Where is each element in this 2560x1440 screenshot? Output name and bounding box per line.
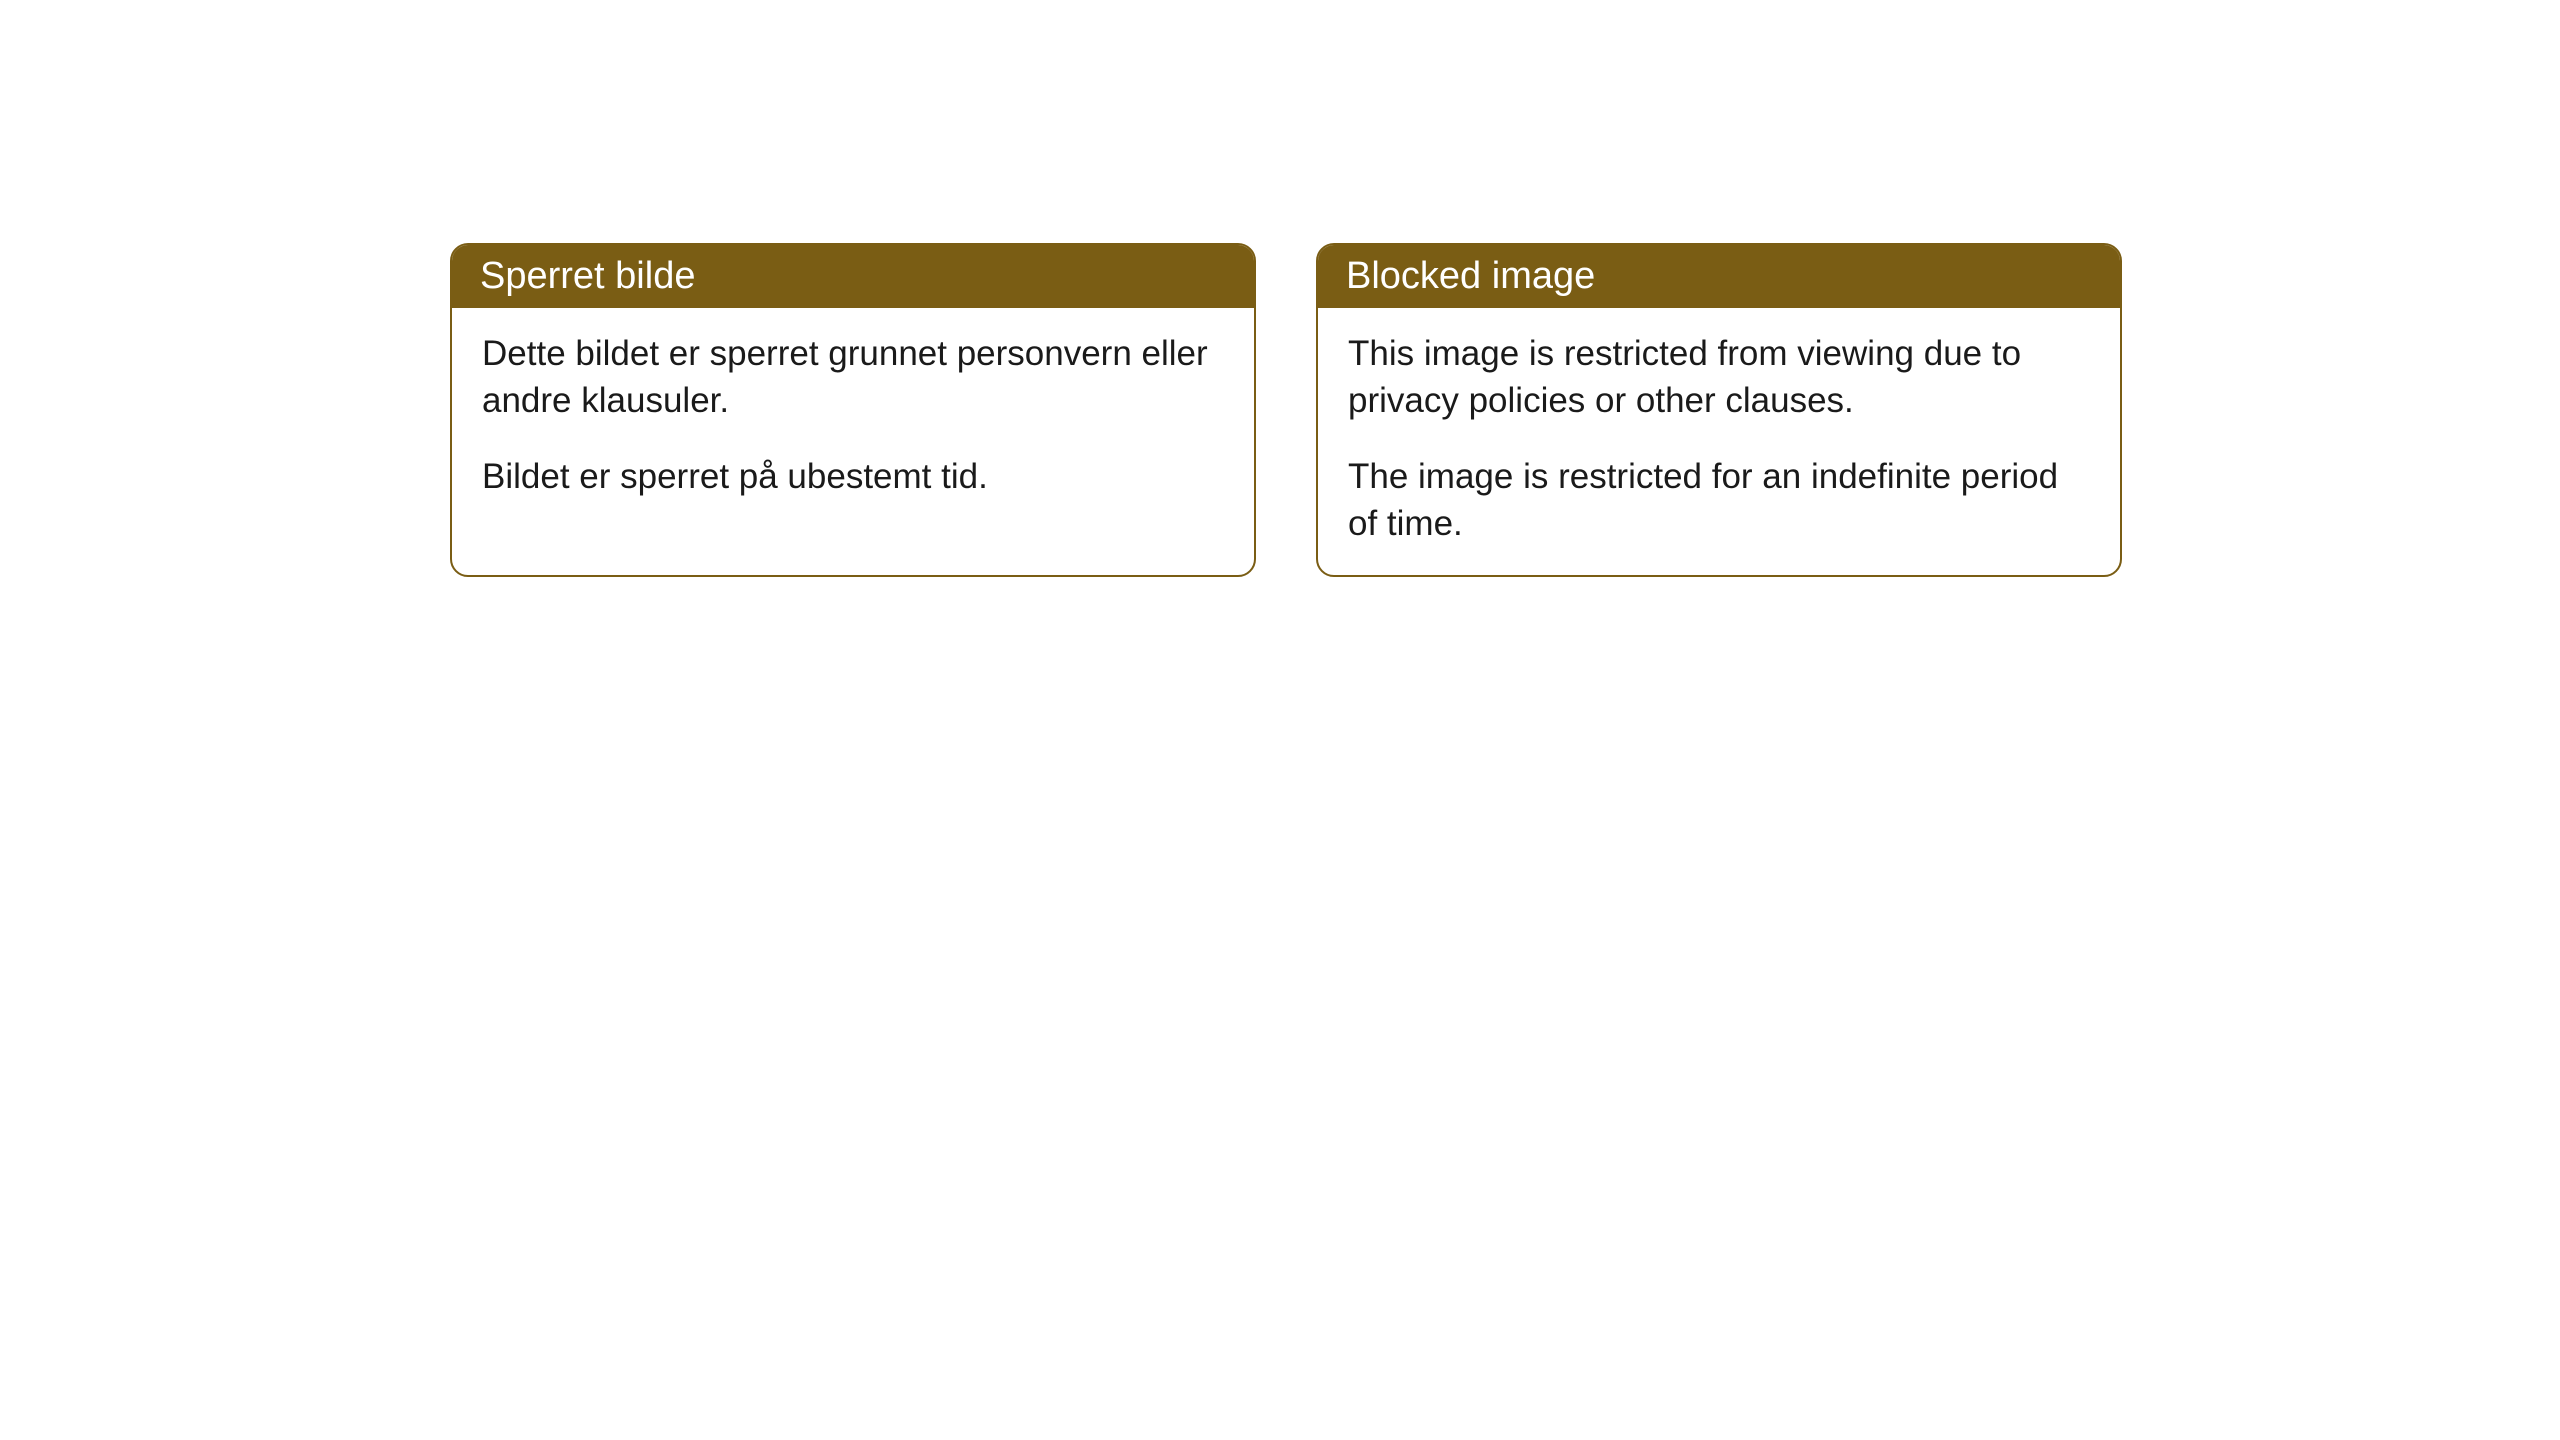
card-title: Sperret bilde xyxy=(480,255,695,297)
card-header-norwegian: Sperret bilde xyxy=(452,245,1254,308)
card-title: Blocked image xyxy=(1346,255,1595,297)
card-paragraph: Bildet er sperret på ubestemt tid. xyxy=(482,453,1224,500)
card-header-english: Blocked image xyxy=(1318,245,2120,308)
card-body-english: This image is restricted from viewing du… xyxy=(1318,308,2120,575)
card-paragraph: Dette bildet er sperret grunnet personve… xyxy=(482,330,1224,425)
card-paragraph: This image is restricted from viewing du… xyxy=(1348,330,2090,425)
blocked-image-card-norwegian: Sperret bilde Dette bildet er sperret gr… xyxy=(450,243,1256,577)
card-paragraph: The image is restricted for an indefinit… xyxy=(1348,453,2090,548)
card-body-norwegian: Dette bildet er sperret grunnet personve… xyxy=(452,308,1254,528)
blocked-image-card-english: Blocked image This image is restricted f… xyxy=(1316,243,2122,577)
notice-cards-container: Sperret bilde Dette bildet er sperret gr… xyxy=(0,0,2560,577)
